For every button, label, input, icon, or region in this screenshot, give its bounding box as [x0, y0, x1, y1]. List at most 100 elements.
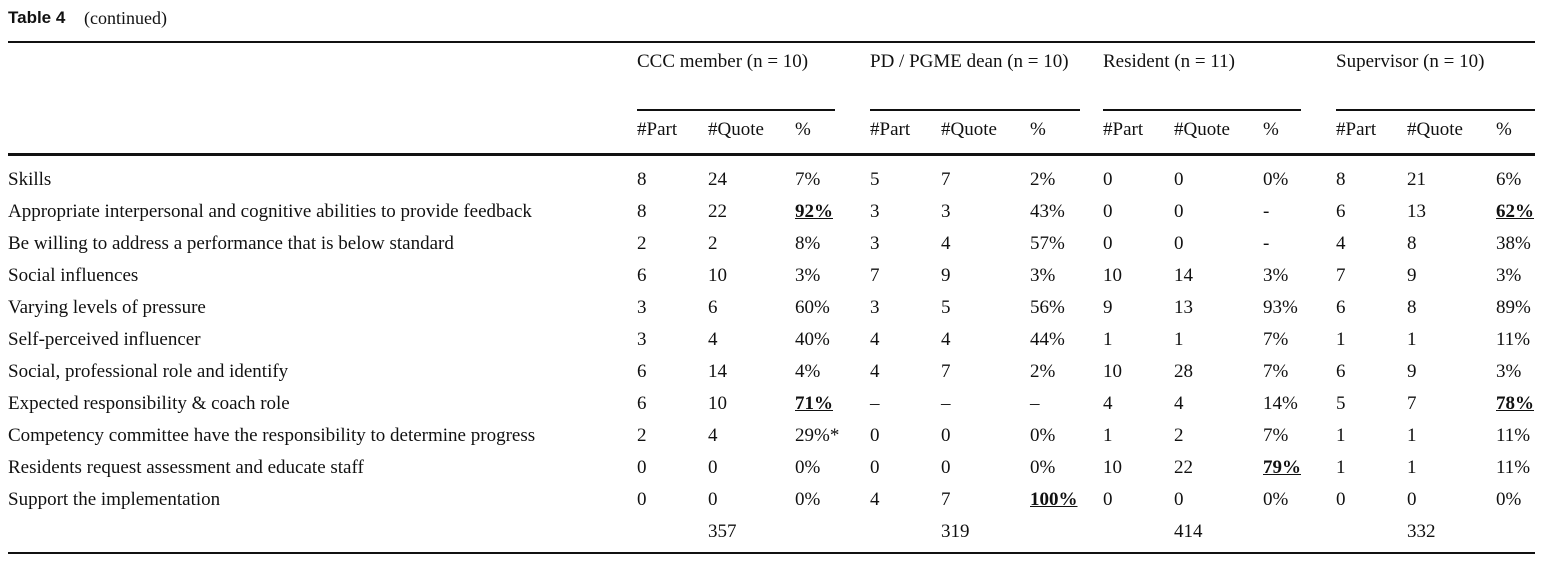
- cell: 93%: [1263, 297, 1298, 318]
- row-label: Social influences: [8, 265, 139, 286]
- cell: 5: [870, 169, 880, 190]
- cell: 1: [1103, 425, 1113, 446]
- cell: 11%: [1496, 425, 1531, 446]
- cell: 2: [708, 233, 718, 254]
- cell: 4: [1103, 393, 1113, 414]
- row-label: Self-perceived influencer: [8, 329, 201, 350]
- cell: 14: [708, 361, 727, 382]
- cell: 89%: [1496, 297, 1531, 318]
- group-rule: [1103, 109, 1301, 111]
- cell: 24: [708, 169, 727, 190]
- cell: 0%: [1030, 425, 1056, 446]
- cell: 3: [637, 329, 647, 350]
- header-rule: [8, 153, 1535, 156]
- cell: 9: [1407, 361, 1417, 382]
- cell: 0: [941, 425, 951, 446]
- cell: 6: [708, 297, 718, 318]
- top-rule: [8, 41, 1535, 43]
- cell: 79%: [1263, 457, 1301, 478]
- group-header: PD / PGME dean (n = 10): [870, 51, 1069, 72]
- cell: 43%: [1030, 201, 1065, 222]
- cell: 78%: [1496, 393, 1534, 414]
- cell: 0: [870, 457, 880, 478]
- cell: 4: [941, 329, 951, 350]
- cell: 28: [1174, 361, 1193, 382]
- row-label: Expected responsibility & coach role: [8, 393, 290, 414]
- cell: 22: [1174, 457, 1193, 478]
- group-header: CCC member (n = 10): [637, 51, 809, 72]
- cell: 0: [708, 489, 718, 510]
- cell: 0: [941, 457, 951, 478]
- cell: 4: [708, 329, 718, 350]
- cell: 0: [637, 489, 647, 510]
- cell: 3: [941, 201, 951, 222]
- column-header: #Quote: [708, 119, 764, 140]
- row-label: Varying levels of pressure: [8, 297, 206, 318]
- cell: 6: [637, 361, 647, 382]
- cell: 0: [708, 457, 718, 478]
- cell: 9: [1407, 265, 1417, 286]
- column-header: %: [1263, 119, 1279, 140]
- column-header: #Part: [1336, 119, 1377, 140]
- cell: 8%: [795, 233, 821, 254]
- cell: 3%: [795, 265, 821, 286]
- cell: 3%: [1496, 265, 1522, 286]
- cell: 100%: [1030, 489, 1078, 510]
- column-header: %: [795, 119, 811, 140]
- cell: 4: [870, 329, 880, 350]
- table-label: Table 4: [8, 8, 66, 27]
- cell: 6: [1336, 297, 1346, 318]
- cell: 7%: [1263, 425, 1289, 446]
- cell: 7%: [795, 169, 821, 190]
- cell: 3: [870, 297, 880, 318]
- cell: 2%: [1030, 361, 1056, 382]
- cell: 0: [1174, 233, 1184, 254]
- cell: 60%: [795, 297, 830, 318]
- cell: 21: [1407, 169, 1426, 190]
- cell: 14: [1174, 265, 1193, 286]
- cell: 9: [1103, 297, 1113, 318]
- cell: –: [941, 393, 951, 414]
- cell: 11%: [1496, 329, 1531, 350]
- cell: 62%: [1496, 201, 1534, 222]
- column-header: %: [1496, 119, 1512, 140]
- total: 332: [1407, 521, 1436, 542]
- cell: 0%: [1030, 457, 1056, 478]
- cell: 6: [1336, 201, 1346, 222]
- cell: 0: [1336, 489, 1346, 510]
- cell: 0%: [1263, 169, 1289, 190]
- cell: 0%: [1496, 489, 1522, 510]
- cell: –: [1030, 393, 1040, 414]
- cell: 71%: [795, 393, 833, 414]
- column-header: #Part: [637, 119, 678, 140]
- cell: -: [1263, 233, 1270, 254]
- cell: 4: [941, 233, 951, 254]
- cell: 11%: [1496, 457, 1531, 478]
- cell: 3%: [1496, 361, 1522, 382]
- cell: 56%: [1030, 297, 1065, 318]
- cell: 7: [941, 489, 951, 510]
- column-header: %: [1030, 119, 1046, 140]
- cell: 0%: [795, 489, 821, 510]
- cell: 4: [1336, 233, 1346, 254]
- cell: 4%: [795, 361, 821, 382]
- cell: 57%: [1030, 233, 1065, 254]
- group-rule: [637, 109, 835, 111]
- cell: 8: [637, 169, 647, 190]
- column-header: #Quote: [1174, 119, 1230, 140]
- cell: 3%: [1030, 265, 1056, 286]
- group-rule: [1336, 109, 1535, 111]
- cell: 1: [1407, 329, 1417, 350]
- cell: 0: [870, 425, 880, 446]
- cell: 1: [1174, 329, 1184, 350]
- cell: 3: [870, 201, 880, 222]
- cell: 38%: [1496, 233, 1531, 254]
- cell: 1: [1336, 457, 1346, 478]
- cell: 8: [637, 201, 647, 222]
- cell: 13: [1174, 297, 1193, 318]
- cell: 92%: [795, 201, 833, 222]
- cell: 0: [1174, 489, 1184, 510]
- cell: 1: [1336, 425, 1346, 446]
- cell: 14%: [1263, 393, 1298, 414]
